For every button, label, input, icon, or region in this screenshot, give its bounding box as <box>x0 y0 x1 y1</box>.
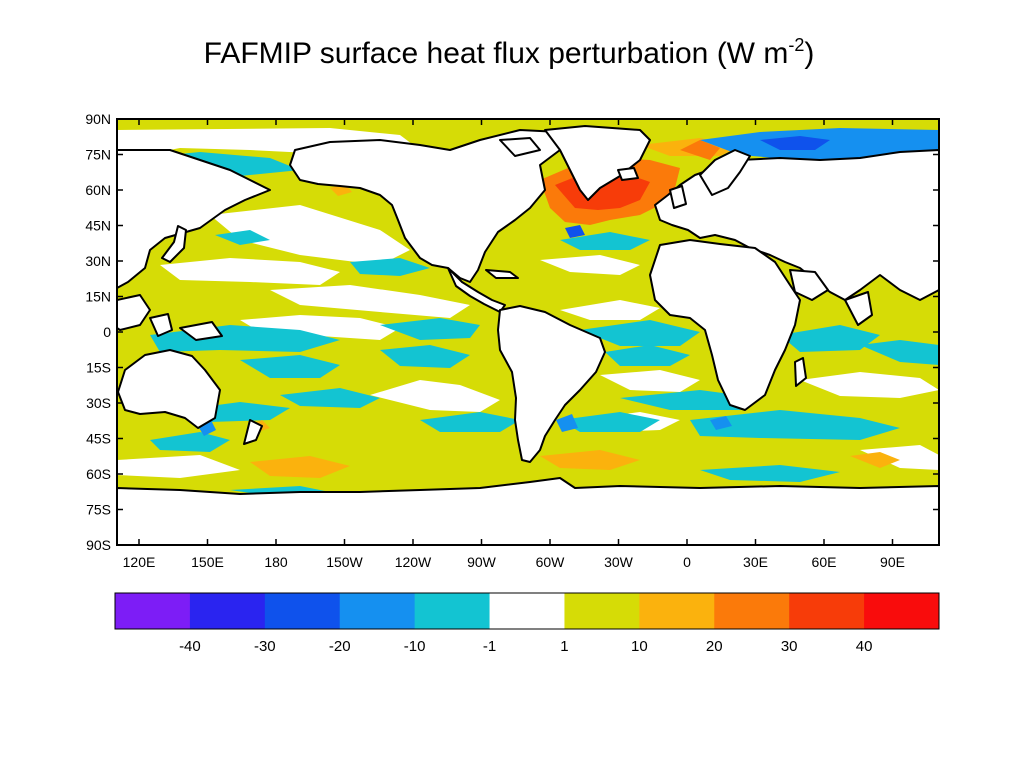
antarctic-interior <box>117 500 939 545</box>
colorbar-swatch <box>714 593 790 629</box>
lat-tick-label: 0 <box>103 324 111 340</box>
land-scandinavia <box>699 149 751 196</box>
colorbar-swatch <box>789 593 865 629</box>
colorbar-label: -30 <box>254 638 276 655</box>
lat-tick-label: 45S <box>86 431 111 447</box>
map-canvas <box>117 119 939 545</box>
lon-tick-label: 30E <box>743 554 768 570</box>
colorbar-swatch <box>864 593 940 629</box>
colorbar-label: 20 <box>706 638 723 655</box>
land-arabia-india <box>789 269 829 301</box>
colorbar-swatch <box>489 593 565 629</box>
lat-tick-label: 60N <box>85 182 111 198</box>
colorbar-label: 1 <box>560 638 568 655</box>
lon-tick-label: 150W <box>326 554 363 570</box>
land-africa <box>649 239 801 411</box>
colorbar-label: -1 <box>483 638 496 655</box>
land-japan <box>161 225 187 263</box>
land-new-zealand <box>243 419 263 445</box>
lon-tick-label: 120E <box>123 554 156 570</box>
lat-tick-label: 30S <box>86 395 111 411</box>
lat-tick-label: 60S <box>86 466 111 482</box>
colorbar-label: 10 <box>631 638 648 655</box>
lon-tick-label: 180 <box>264 554 288 570</box>
lon-tick-label: 90E <box>880 554 905 570</box>
colorbar-swatch <box>339 593 416 629</box>
colorbar-label: -20 <box>329 638 351 655</box>
colorbar-swatch <box>189 593 266 629</box>
page-title: FAFMIP surface heat flux perturbation (W… <box>203 35 815 70</box>
lon-tick-label: 90W <box>467 554 497 570</box>
colorbar-frame <box>114 592 940 630</box>
lat-tick-label: 45N <box>85 218 111 234</box>
land-north-america <box>289 129 561 283</box>
lon-tick-label: 0 <box>683 554 691 570</box>
lat-tick-label: 75N <box>85 147 111 163</box>
colorbar: -40 -30 -20 -10 -1 1 10 20 30 40 <box>114 592 940 655</box>
lon-tick-label: 120W <box>395 554 432 570</box>
colorbar-swatch <box>414 593 491 629</box>
lat-tick-label: 30N <box>85 253 111 269</box>
land-australia <box>117 349 221 429</box>
lon-tick-label: 150E <box>191 554 224 570</box>
land-south-america <box>497 305 606 463</box>
colorbar-label: -10 <box>404 638 426 655</box>
colorbar-label: 30 <box>781 638 798 655</box>
colorbar-label: 40 <box>856 638 873 655</box>
longitude-axis: 120E 150E 180 150W 120W 90W 60W 30W 0 30E 60E 90E <box>123 119 905 570</box>
lon-tick-label: 60E <box>812 554 837 570</box>
colorbar-swatch <box>564 593 640 629</box>
lon-tick-label: 60W <box>536 554 566 570</box>
colorbar-swatch <box>639 593 715 629</box>
lon-tick-label: 30W <box>604 554 634 570</box>
lat-tick-label: 15S <box>86 360 111 376</box>
lat-tick-label: 15N <box>85 289 111 305</box>
colorbar-label: -40 <box>179 638 201 655</box>
lat-tick-label: 90S <box>86 537 111 553</box>
colorbar-swatch <box>115 593 191 629</box>
land-east-asia <box>117 149 271 289</box>
lat-tick-label: 75S <box>86 502 111 518</box>
land-maritime-asia <box>117 294 151 331</box>
land-british-isles <box>669 185 687 209</box>
colorbar-swatch <box>264 593 341 629</box>
lat-tick-label: 90N <box>85 111 111 127</box>
latitude-axis: 90N 75N 60N 45N 30N 15N 0 15S 30S 45S 60S 75S 90S <box>85 111 939 553</box>
land-greenland <box>544 125 651 201</box>
